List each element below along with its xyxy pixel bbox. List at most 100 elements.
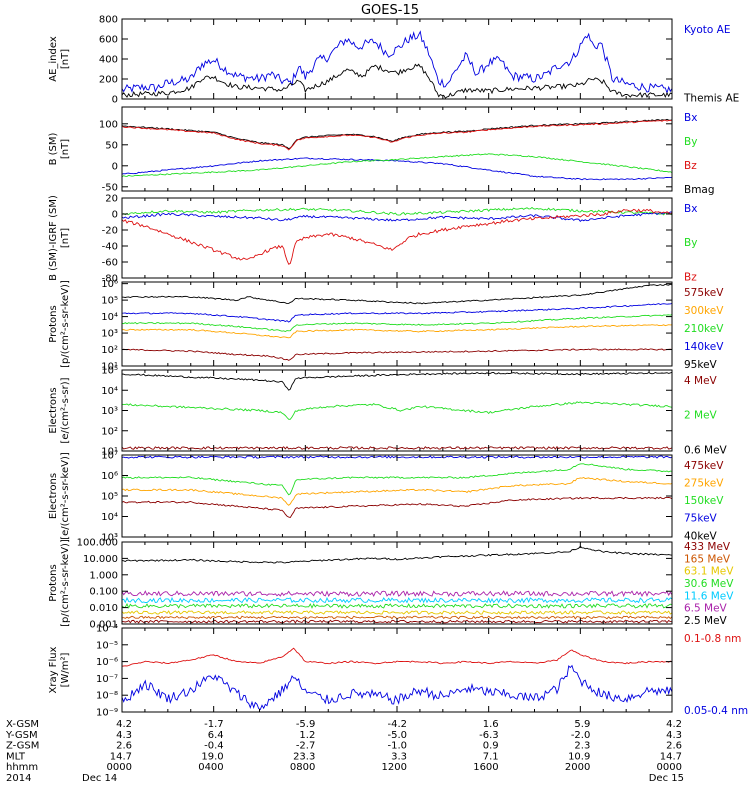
y-tick-label: 10³ xyxy=(101,533,118,544)
plot-title: GOES-15 xyxy=(361,3,419,18)
y-axis-label: AE_index xyxy=(48,36,59,82)
y-tick-label: 0 xyxy=(112,210,118,221)
series-line-210kev xyxy=(122,314,672,332)
legend-entry: 475keV xyxy=(684,460,724,472)
series-line-bz xyxy=(122,208,672,265)
legend-entry: 300keV xyxy=(684,305,724,317)
legend-entry: 11.6 MeV xyxy=(684,590,734,602)
y-tick-label: 1.000 xyxy=(89,570,118,581)
series-line-bx xyxy=(122,211,672,222)
panel-xray: 10⁻⁹ 10⁻⁸ 10⁻⁷ 10⁻⁶ 10⁻⁵ 10⁻⁴ Xray Flux [W/m²] 0… xyxy=(48,624,748,719)
legend-entry: 275keV xyxy=(684,478,724,490)
legend-entry: Bx xyxy=(684,203,697,215)
y-tick-label: 0.010 xyxy=(89,603,118,614)
series-line-2-mev xyxy=(122,401,672,420)
legend-entry: Bmag xyxy=(684,184,715,196)
footer-value: 2.3 xyxy=(574,741,590,752)
panel-bsm: -50 0 50 100 B (SM) [nT] Bx By Bz Bmag xyxy=(48,106,715,196)
legend-entry: 63.1 MeV xyxy=(684,566,734,578)
y-tick-label: 10⁵ xyxy=(101,296,118,307)
y-tick-label: 200 xyxy=(99,75,118,86)
series-line-6-5-mev xyxy=(122,590,672,598)
y-tick-label: 10¹ xyxy=(101,447,118,458)
legend-entry: 575keV xyxy=(684,287,724,299)
y-tick-label: 50 xyxy=(105,140,118,151)
footer-value: 0.9 xyxy=(483,741,499,752)
series-line-30-6-mev xyxy=(122,602,672,609)
panel-frame xyxy=(121,281,673,367)
footer-row-label: Y-GSM xyxy=(5,730,38,741)
footer-value: 4.3 xyxy=(666,730,682,741)
y-tick-label: 20 xyxy=(105,194,118,205)
series-line-bmag xyxy=(122,118,672,150)
series-line-140kev xyxy=(122,302,672,323)
series-group xyxy=(122,206,672,265)
legend-entry: 140keV xyxy=(684,341,724,353)
legend-entry: 95keV xyxy=(684,359,718,371)
series-group xyxy=(122,455,672,519)
y-tick-label: 10⁻⁶ xyxy=(96,657,118,668)
footer-value: Dec 14 xyxy=(82,773,117,784)
legend-entry: 433 MeV xyxy=(684,541,731,553)
series-line-300kev xyxy=(122,324,672,339)
legend-entry: 30.6 MeV xyxy=(684,578,734,590)
y-tick-label: -20 xyxy=(102,226,118,237)
y-tick-label: 10⁵ xyxy=(101,492,118,503)
legend-entry: 4 MeV xyxy=(684,375,718,387)
legend-entry: Kyoto AE xyxy=(684,24,730,36)
y-axis-label: [W/m²] xyxy=(60,652,71,687)
series-group xyxy=(122,545,672,624)
y-tick-label: -80 xyxy=(102,274,118,285)
y-tick-label: 10³ xyxy=(101,406,118,417)
y-tick-label: 800 xyxy=(99,15,118,26)
legend-entry: 165 MeV xyxy=(684,553,731,565)
panel-frame xyxy=(121,18,673,100)
footer-value: 1.6 xyxy=(483,719,499,730)
footer-value: -1.0 xyxy=(387,741,407,752)
footer-value: 2000 xyxy=(565,762,590,773)
y-axis-label: [nT] xyxy=(60,228,71,248)
y-tick-label: 10⁻⁴ xyxy=(96,624,118,635)
y-tick-label: 0.001 xyxy=(89,620,118,631)
series-line-63-1-mev xyxy=(122,610,672,615)
series-line-by xyxy=(122,206,672,216)
y-tick-label: 0 xyxy=(112,161,118,172)
y-axis-label: Xray Flux xyxy=(48,646,59,693)
y-tick-label: 10² xyxy=(101,426,118,437)
series-line-0-05-0-4-nm xyxy=(122,664,672,711)
y-tick-label: 600 xyxy=(99,35,118,46)
y-tick-label: -50 xyxy=(102,182,118,193)
y-axis-label: B (SM) xyxy=(48,132,59,165)
footer-value: 7.1 xyxy=(483,751,499,762)
y-tick-label: 10⁴ xyxy=(101,386,118,397)
legend-entry: 6.5 MeV xyxy=(684,603,728,615)
y-axis-label: [e/(cm²-s-sr)] xyxy=(60,377,71,443)
y-tick-label: 10⁻⁷ xyxy=(96,674,118,685)
y-axis-label: [p/(cm²-s-sr-keV)] xyxy=(60,539,71,627)
series-group xyxy=(122,283,672,361)
footer-value: 0000 xyxy=(657,762,682,773)
series-line-by xyxy=(122,153,672,178)
y-tick-label: 10⁵ xyxy=(101,366,118,377)
footer-value: 5.9 xyxy=(574,719,590,730)
footer-value: -1.7 xyxy=(204,719,224,730)
footer-value: 2.6 xyxy=(116,741,132,752)
footer-value: -5.9 xyxy=(296,719,316,730)
y-tick-label: 100.000 xyxy=(77,538,118,549)
y-axis-label: Protons xyxy=(48,305,59,342)
series-line-2-5-mev xyxy=(122,545,672,564)
footer-value: 1600 xyxy=(473,762,498,773)
y-tick-label: 10⁻⁹ xyxy=(96,708,118,719)
footer-value: -2.0 xyxy=(571,730,591,741)
series-line-bx xyxy=(122,157,672,181)
y-axis-label: B (SM)-IGRF (SM) xyxy=(48,195,59,281)
footer-value: -5.0 xyxy=(387,730,407,741)
y-axis-label: [nT] xyxy=(60,139,71,159)
y-tick-label: 10⁴ xyxy=(101,312,118,323)
y-tick-label: 10¹ xyxy=(101,362,118,373)
footer-row-label: X-GSM xyxy=(6,719,39,730)
panel-ae: 0 200 400 600 800 AE_index [nT] Kyoto AE Themis … xyxy=(48,15,739,106)
panel-frame xyxy=(121,197,673,279)
footer-value: -6.3 xyxy=(479,730,499,741)
